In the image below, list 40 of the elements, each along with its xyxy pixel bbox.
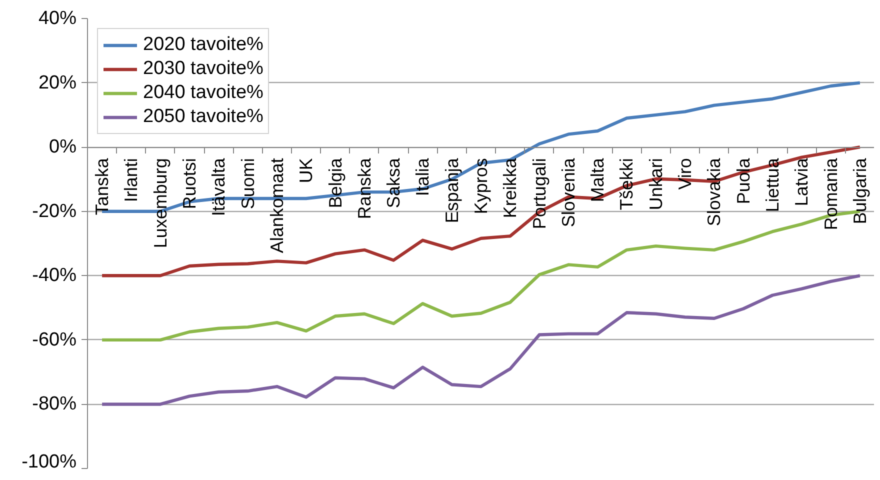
y-tick-label: -20%: [32, 200, 77, 222]
x-tick-label: Romania: [820, 157, 841, 230]
x-tick-label: Espanja: [442, 157, 462, 224]
x-tick-label: UK: [296, 158, 316, 184]
x-tick-label: Tšekki: [616, 158, 637, 210]
x-tick-label: Slovenia: [558, 157, 578, 228]
legend-label: 2040 tavoite%: [143, 82, 264, 104]
x-tick-label: Ruotsi: [180, 158, 200, 210]
x-tick-label: Malta: [588, 157, 608, 202]
x-tick-label: Itävalta: [208, 157, 229, 216]
y-tick-label: -40%: [32, 265, 77, 286]
x-tick-label: Alankomaat: [266, 158, 287, 254]
legend-label: 2020 tavoite%: [143, 34, 264, 56]
x-tick-label: Irlanti: [121, 158, 142, 202]
x-tick-label: Belgia: [325, 157, 346, 208]
x-tick-label: Puola: [733, 157, 754, 204]
x-tick-label: Ranska: [354, 157, 374, 220]
x-tick-label: Latvia: [792, 157, 812, 206]
x-tick-label: Slovakia: [704, 157, 724, 226]
x-tick-label: Saksa: [384, 157, 404, 208]
x-tick-label: Liettua: [762, 157, 782, 212]
y-tick-label: 20%: [38, 72, 77, 94]
y-tick-label: -80%: [32, 394, 77, 415]
y-tick-label: 0%: [49, 136, 77, 158]
y-tick-label: -60%: [32, 329, 77, 350]
x-tick-label: Suomi: [238, 158, 258, 210]
y-tick-label: -100%: [22, 452, 77, 472]
x-tick-label: Portugali: [529, 158, 550, 230]
y-tick-label: 40%: [38, 8, 77, 29]
x-tick-label: Italia: [412, 157, 433, 196]
x-tick-label: Kypros: [471, 158, 491, 214]
x-tick-label: Viro: [675, 158, 696, 190]
x-tick-label: Unkari: [646, 158, 666, 210]
x-tick-label: Kreikka: [500, 157, 520, 218]
legend-label: 2030 tavoite%: [143, 58, 264, 80]
legend-label: 2050 tavoite%: [143, 106, 264, 128]
x-tick-label: Tanska: [92, 157, 112, 216]
x-tick-label: Luxemburg: [150, 158, 170, 248]
x-tick-label: Bulgaria: [850, 157, 870, 224]
line-series: [100, 274, 862, 406]
